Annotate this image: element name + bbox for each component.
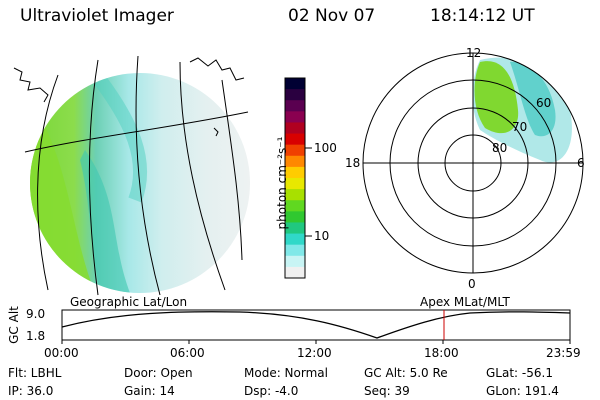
colorbar-band: [285, 189, 305, 201]
gc-alt-axis-label: GC Alt: [7, 306, 21, 344]
instrument-title: Ultraviolet Imager: [20, 6, 174, 26]
mlt-label-0: 0: [468, 277, 476, 291]
x-tick-1800: 18:00: [424, 346, 459, 360]
image-time: 18:14:12 UT: [430, 6, 535, 26]
colorbar-band: [285, 122, 305, 135]
colorbar-label-10: 10: [314, 229, 330, 243]
altitude-curve: [61, 311, 571, 339]
seq-info: Seq: 39: [364, 384, 410, 398]
colorbar-band: [285, 255, 305, 268]
x-tick-0600: 06:00: [170, 346, 205, 360]
colorbar-band: [285, 78, 305, 90]
filter-info: Flt: LBHL: [8, 366, 62, 380]
colorbar-band: [285, 233, 305, 246]
colorbar-band: [285, 155, 305, 168]
colorbar-band: [285, 133, 305, 146]
glon-info: GLon: 191.4: [486, 384, 559, 398]
mlt-label-12: 12: [466, 46, 482, 60]
dsp-info: Dsp: -4.0: [244, 384, 299, 398]
lat-label-80: 80: [492, 141, 508, 155]
x-tick-1200: 12:00: [297, 346, 332, 360]
colorbar-band: [285, 100, 305, 112]
image-date: 02 Nov 07: [288, 6, 376, 26]
colorbar-band: [285, 200, 305, 212]
gc-alt-info: GC Alt: 5.0 Re: [364, 366, 448, 380]
geographic-title: Geographic Lat/Lon: [70, 295, 188, 309]
colorbar-band: [285, 166, 305, 179]
colorbar-band: [285, 222, 305, 235]
y-tick-1-8: 1.8: [26, 329, 46, 343]
lat-label-70: 70: [512, 120, 528, 134]
colorbar-unit-label: photon cm⁻²s⁻¹: [275, 136, 289, 230]
mode-info: Mode: Normal: [244, 366, 328, 380]
mlt-label-6: 6: [577, 156, 585, 170]
gain-info: Gain: 14: [124, 384, 175, 398]
x-tick-2359: 23:59: [546, 346, 581, 360]
x-tick-0000: 00:00: [44, 346, 79, 360]
colorbar-band: [285, 89, 305, 101]
colorbar-frame: [284, 77, 306, 279]
y-tick-9: 9.0: [26, 307, 46, 321]
colorbar-band: [285, 178, 305, 190]
lat-label-60: 60: [536, 96, 552, 110]
mlt-label-18: 18: [345, 156, 361, 170]
geo-grid-lines: [24, 55, 249, 296]
colorbar-band: [285, 244, 305, 257]
colorbar-label-100: 100: [314, 141, 337, 155]
glat-info: GLat: -56.1: [486, 366, 553, 380]
ip-info: IP: 36.0: [8, 384, 54, 398]
polar-grid: [362, 52, 584, 274]
coastline-outline: [13, 57, 245, 137]
apex-title: Apex MLat/MLT: [420, 295, 510, 309]
colorbar-band: [285, 211, 305, 223]
colorbar-band: [285, 266, 305, 279]
door-info: Door: Open: [124, 366, 193, 380]
colorbar-band: [285, 111, 305, 123]
colorbar: [285, 78, 305, 279]
colorbar-band: [285, 144, 305, 157]
